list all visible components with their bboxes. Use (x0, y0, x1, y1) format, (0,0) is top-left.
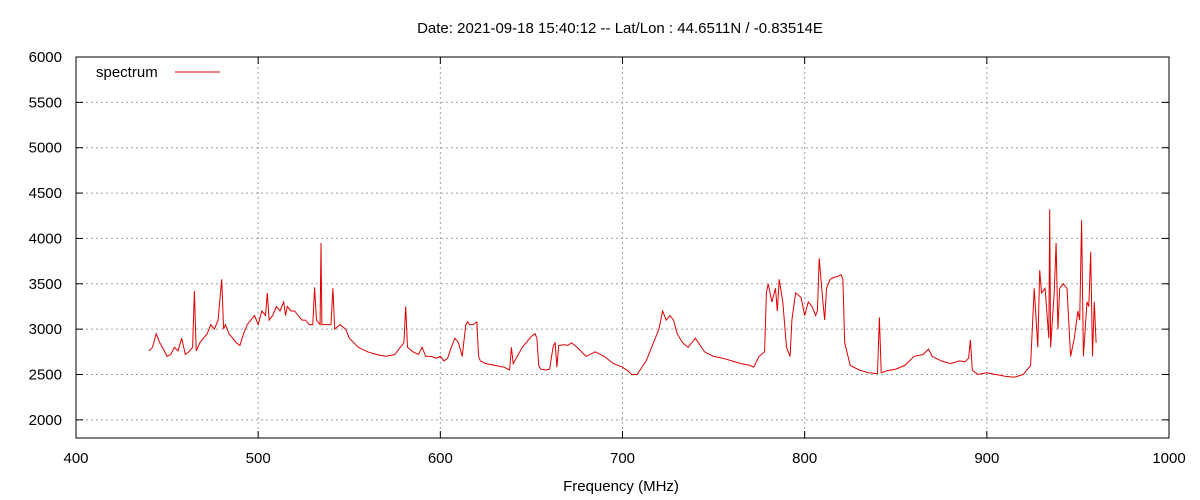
legend: spectrum (96, 64, 220, 81)
x-tick-labels: 400 500 600 700 800 900 1000 (63, 450, 1185, 467)
y-tick-label: 5500 (29, 94, 62, 111)
x-tick-label: 500 (246, 450, 271, 467)
chart-title: Date: 2021-09-18 15:40:12 -- Lat/Lon : 4… (417, 20, 823, 37)
y-tick-label: 4000 (29, 230, 62, 247)
x-tick-label: 600 (428, 450, 453, 467)
series-layer (148, 209, 1097, 378)
y-tick-label: 4500 (29, 185, 62, 202)
x-tick-label: 400 (63, 450, 88, 467)
x-tick-label: 900 (974, 450, 999, 467)
y-tick-label: 2000 (29, 412, 62, 429)
y-tick-label: 3500 (29, 276, 62, 293)
tick-marks (75, 56, 1170, 438)
x-axis-label: Frequency (MHz) (563, 478, 679, 495)
y-tick-labels: 2000 2500 3000 3500 4000 4500 5000 5500 6000 (29, 49, 62, 429)
y-tick-label: 6000 (29, 49, 62, 66)
grid (76, 57, 1169, 438)
y-tick-label: 2500 (29, 367, 62, 384)
y-tick-label: 3000 (29, 321, 62, 338)
legend-label: spectrum (96, 64, 158, 81)
series-line-spectrum (148, 209, 1097, 378)
y-tick-label: 5000 (29, 140, 62, 157)
x-tick-label: 1000 (1152, 450, 1185, 467)
x-tick-label: 800 (792, 450, 817, 467)
x-tick-label: 700 (610, 450, 635, 467)
